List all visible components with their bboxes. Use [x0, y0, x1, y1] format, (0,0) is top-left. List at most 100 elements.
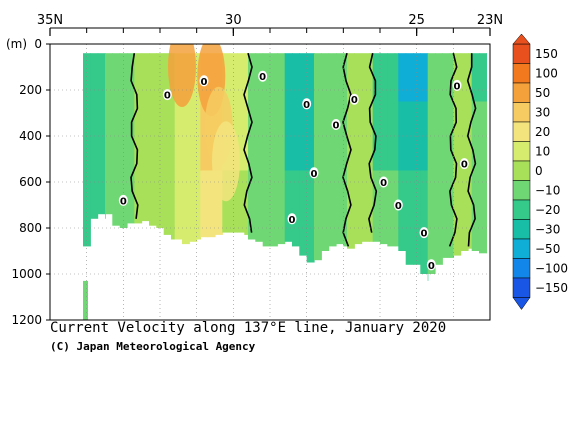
velocity-cell [387, 101, 396, 171]
velocity-cell [292, 101, 300, 171]
velocity-cell [299, 101, 308, 171]
velocity-cell [369, 53, 374, 102]
y-tick-label: 0 [34, 37, 42, 51]
velocity-cell [292, 53, 300, 102]
velocity-cell [479, 170, 487, 254]
velocity-cell [471, 170, 480, 251]
velocity-cell [284, 170, 293, 242]
velocity-cell [435, 53, 443, 102]
velocity-field [83, 44, 487, 320]
velocity-cell [119, 53, 128, 102]
contour-label: 0 [311, 169, 318, 180]
contour-label-bg [393, 199, 403, 211]
velocity-cell [468, 53, 473, 102]
colorbar-label: −30 [535, 222, 560, 236]
colorbar-label: 100 [535, 66, 558, 80]
velocity-cell [471, 101, 480, 171]
velocity-cell [149, 101, 157, 171]
velocity-cell [336, 101, 344, 171]
colorbar-swatch [512, 219, 531, 240]
velocity-cell [460, 53, 469, 102]
velocity-cell [171, 101, 176, 171]
velocity-cell [163, 53, 172, 102]
contour-label-bg [199, 75, 209, 87]
zero-contour-line [342, 52, 352, 247]
velocity-cell [347, 170, 355, 249]
velocity-cell [354, 53, 363, 102]
contour-label: 0 [289, 215, 296, 226]
contour-label: 0 [380, 178, 387, 189]
contour-label: 0 [164, 91, 171, 102]
velocity-cell [189, 101, 198, 171]
velocity-cell [453, 53, 462, 102]
warm-core-patch [168, 44, 196, 107]
velocity-cell [486, 170, 487, 254]
velocity-cell [336, 170, 344, 245]
velocity-cell [248, 53, 256, 102]
colorbar-label: 30 [535, 105, 550, 119]
velocity-cell [277, 53, 286, 102]
contour-label-bg [162, 89, 172, 101]
colorbar-bottom-arrow [512, 297, 531, 310]
colorbar-label: 20 [535, 125, 550, 139]
contour-label: 0 [428, 261, 435, 272]
zero-contours [130, 52, 477, 247]
contour-label: 0 [303, 100, 310, 111]
velocity-cell [468, 170, 473, 249]
colorbar-swatch [512, 43, 531, 64]
velocity-cell [141, 101, 150, 171]
velocity-cell [141, 170, 150, 222]
velocity-cell [255, 101, 264, 171]
velocity-cell [347, 53, 355, 102]
colorbar-label: −20 [535, 203, 560, 217]
zero-contour-line [466, 53, 477, 247]
contour-label-bg [287, 213, 297, 225]
velocity-cell [171, 170, 176, 240]
velocity-cell [105, 170, 113, 215]
x-tick-label: 30 [225, 13, 242, 28]
velocity-cell [328, 170, 337, 247]
velocity-cell [207, 170, 216, 238]
velocity-cell [427, 53, 436, 102]
velocity-cell [149, 170, 157, 226]
velocity-cell [449, 101, 454, 171]
velocity-cell [156, 170, 165, 228]
velocity-cell [328, 101, 337, 171]
velocity-cell [427, 101, 436, 171]
velocity-cell [380, 170, 388, 245]
contour-label: 0 [395, 201, 402, 212]
velocity-cell [460, 170, 469, 251]
velocity-cell [398, 53, 407, 102]
colorbar-swatch [512, 102, 531, 123]
velocity-cell [336, 53, 344, 102]
gridlines [50, 44, 490, 320]
y-tick-label: 200 [19, 83, 42, 97]
x-tick-label: 25 [408, 13, 425, 28]
velocity-cell [83, 53, 91, 102]
zero-contour-line [368, 53, 378, 233]
velocity-cell [299, 170, 308, 256]
colorbar-label: 10 [535, 144, 550, 158]
velocity-cell [372, 53, 381, 102]
zero-contour-line [448, 53, 458, 247]
velocity-cell [321, 170, 330, 251]
velocity-cell [420, 101, 429, 171]
colorbar-label: −150 [535, 281, 568, 295]
contour-label: 0 [421, 229, 428, 240]
x-tick-label: 23N [477, 13, 503, 28]
velocity-cell [237, 101, 245, 171]
velocity-cell [189, 170, 198, 242]
colorbar-swatch [512, 258, 531, 279]
velocity-cell [182, 101, 190, 171]
contour-label: 0 [461, 160, 468, 171]
velocity-cell [215, 170, 223, 235]
velocity-cell [413, 170, 421, 265]
depth-axis: 0 200 400 600 800 1000 1200 [11, 37, 50, 327]
velocity-cell [343, 170, 348, 247]
velocity-cell [270, 170, 278, 247]
velocity-cell [97, 53, 106, 102]
zero-contour-line [243, 52, 253, 233]
velocity-cell [112, 170, 121, 226]
colorbar-swatch [512, 277, 531, 298]
